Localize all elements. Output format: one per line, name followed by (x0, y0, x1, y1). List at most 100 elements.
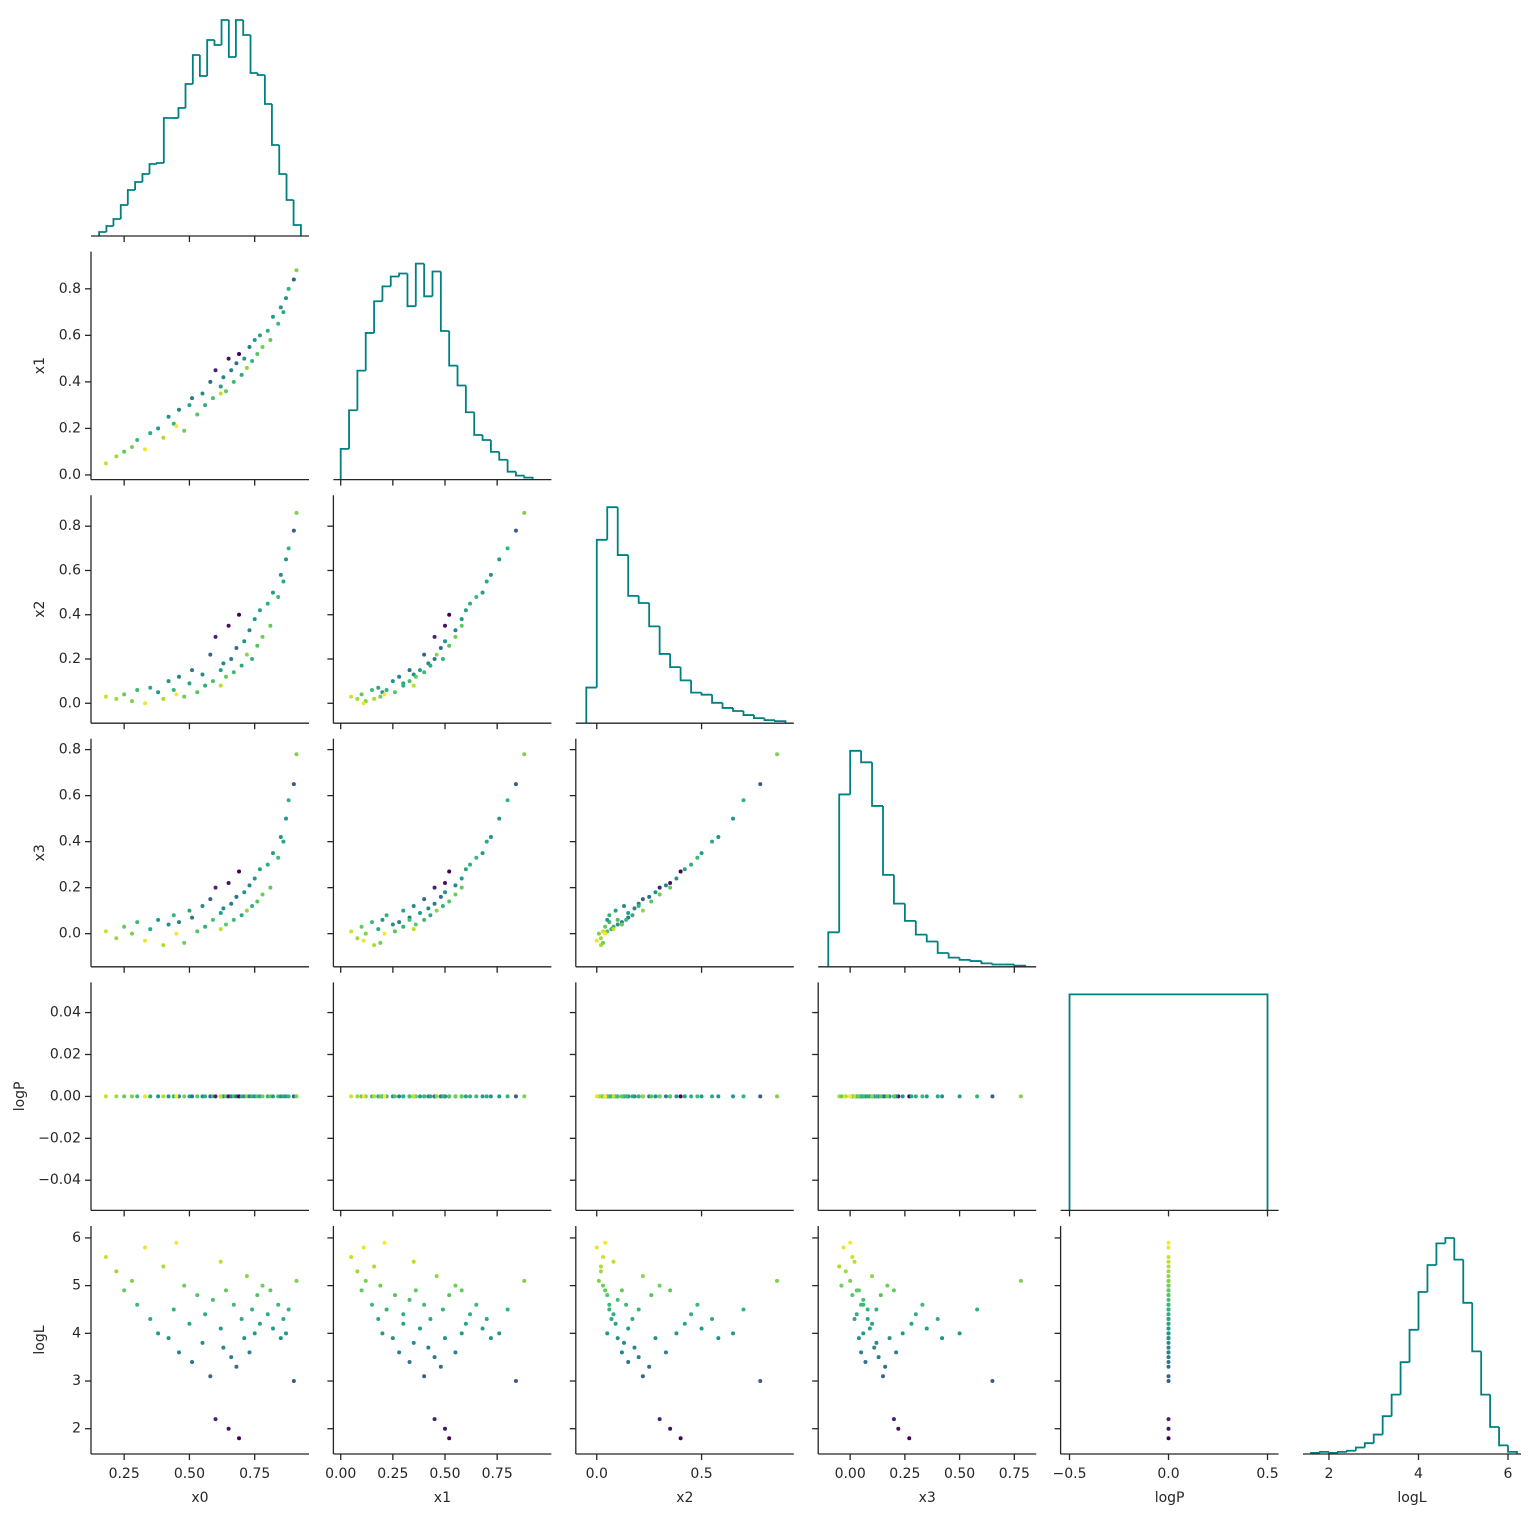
hist-step (1328, 1451, 1338, 1454)
scatter-point (1166, 1336, 1171, 1341)
scatter-point (453, 892, 458, 897)
scatter-point (239, 1317, 244, 1322)
scatter-point (488, 1336, 493, 1341)
scatter-point (852, 1259, 857, 1264)
scatter-point (257, 333, 262, 338)
scatter-point (390, 679, 395, 684)
scatter-point (257, 1321, 262, 1326)
scatter-point (432, 657, 437, 662)
scatter-point (428, 1317, 433, 1322)
scatter-point (411, 904, 416, 909)
scatter-point (497, 816, 502, 821)
scatter-point (291, 1379, 296, 1384)
scatter-point (1166, 1364, 1171, 1369)
scatter-point (699, 1094, 704, 1099)
scatter-point (176, 674, 181, 679)
scatter-point (434, 652, 439, 657)
hist-step (198, 55, 208, 77)
scatter-point (265, 862, 270, 867)
x-axis-label: x3 (919, 1490, 936, 1506)
hist-step (763, 718, 775, 722)
hist-step (98, 231, 107, 236)
hist-step (364, 332, 375, 371)
scatter-point (190, 668, 195, 673)
scatter-point (359, 924, 364, 929)
scatter-point (190, 396, 195, 401)
scatter-point (176, 407, 181, 412)
scatter-point (286, 798, 291, 803)
scatter-point (513, 1094, 518, 1099)
scatter-point (234, 894, 239, 899)
scatter-point (210, 679, 215, 684)
scatter-point (674, 1094, 679, 1099)
x-tick-label: 0.5 (1256, 1466, 1278, 1482)
scatter-point (1166, 1350, 1171, 1355)
scatter-point (663, 1350, 668, 1355)
hist-step (914, 920, 927, 936)
scatter-point (294, 1094, 299, 1099)
scatter-point (505, 546, 510, 551)
hist-step (1417, 1291, 1428, 1330)
scatter-point (447, 899, 452, 904)
hist-step (439, 271, 450, 332)
scatter-point (422, 917, 427, 922)
hist-step (1408, 1328, 1419, 1363)
scatter-point (603, 924, 608, 929)
scatter-point (716, 835, 721, 840)
scatter-point (237, 612, 242, 617)
scatter-point (689, 1312, 694, 1317)
scatter-point (176, 1350, 181, 1355)
scatter-point (369, 1302, 374, 1307)
scatter-point (242, 1336, 247, 1341)
scatter-point (856, 1094, 861, 1099)
scatter-point (417, 668, 422, 673)
scatter-point (474, 1094, 479, 1099)
scatter-point (689, 1094, 694, 1099)
scatter-point (190, 1094, 195, 1099)
hist-step (1444, 1237, 1455, 1244)
scatter-point (438, 894, 443, 899)
scatter-point (975, 1307, 980, 1312)
scatter-point (422, 670, 427, 675)
scatter-point (252, 876, 257, 881)
scatter-point (497, 1094, 502, 1099)
scatter-point (378, 694, 383, 699)
scatter-point (447, 869, 452, 874)
scatter-point (607, 1302, 612, 1307)
scatter-point (594, 938, 599, 943)
scatter-point (856, 1288, 861, 1293)
scatter-point (407, 917, 412, 922)
scatter-point (615, 1336, 620, 1341)
scatter-point (129, 699, 134, 704)
y-tick-label: 0.2 (59, 651, 81, 667)
scatter-point (156, 690, 161, 695)
scatter-point (378, 1094, 383, 1099)
hist-step (753, 715, 765, 720)
hist-step (648, 602, 660, 628)
scatter-point (218, 910, 223, 915)
scatter-point (213, 1094, 218, 1099)
scatter-point (114, 1269, 119, 1274)
scatter-point (668, 1288, 673, 1293)
scatter-point (601, 1283, 606, 1288)
scatter-point (856, 1336, 861, 1341)
scatter-point (286, 1307, 291, 1312)
scatter-point (880, 1374, 885, 1379)
scatter-point (522, 510, 527, 515)
scatter-point (440, 657, 445, 662)
scatter-point (203, 683, 208, 688)
scatter-point (363, 1278, 368, 1283)
scatter-point (598, 1264, 603, 1269)
scatter-point (1166, 1302, 1171, 1307)
scatter-point (443, 1426, 448, 1431)
scatter-point (401, 908, 406, 913)
scatter-point (372, 1264, 377, 1269)
scatter-point (200, 904, 205, 909)
scatter-point (174, 1094, 179, 1099)
scatter-point (434, 908, 439, 913)
scatter-point (355, 1269, 360, 1274)
hist-step (406, 273, 416, 308)
hist-step (980, 961, 993, 965)
scatter-point (244, 365, 249, 370)
scatter-point (1166, 1278, 1171, 1283)
